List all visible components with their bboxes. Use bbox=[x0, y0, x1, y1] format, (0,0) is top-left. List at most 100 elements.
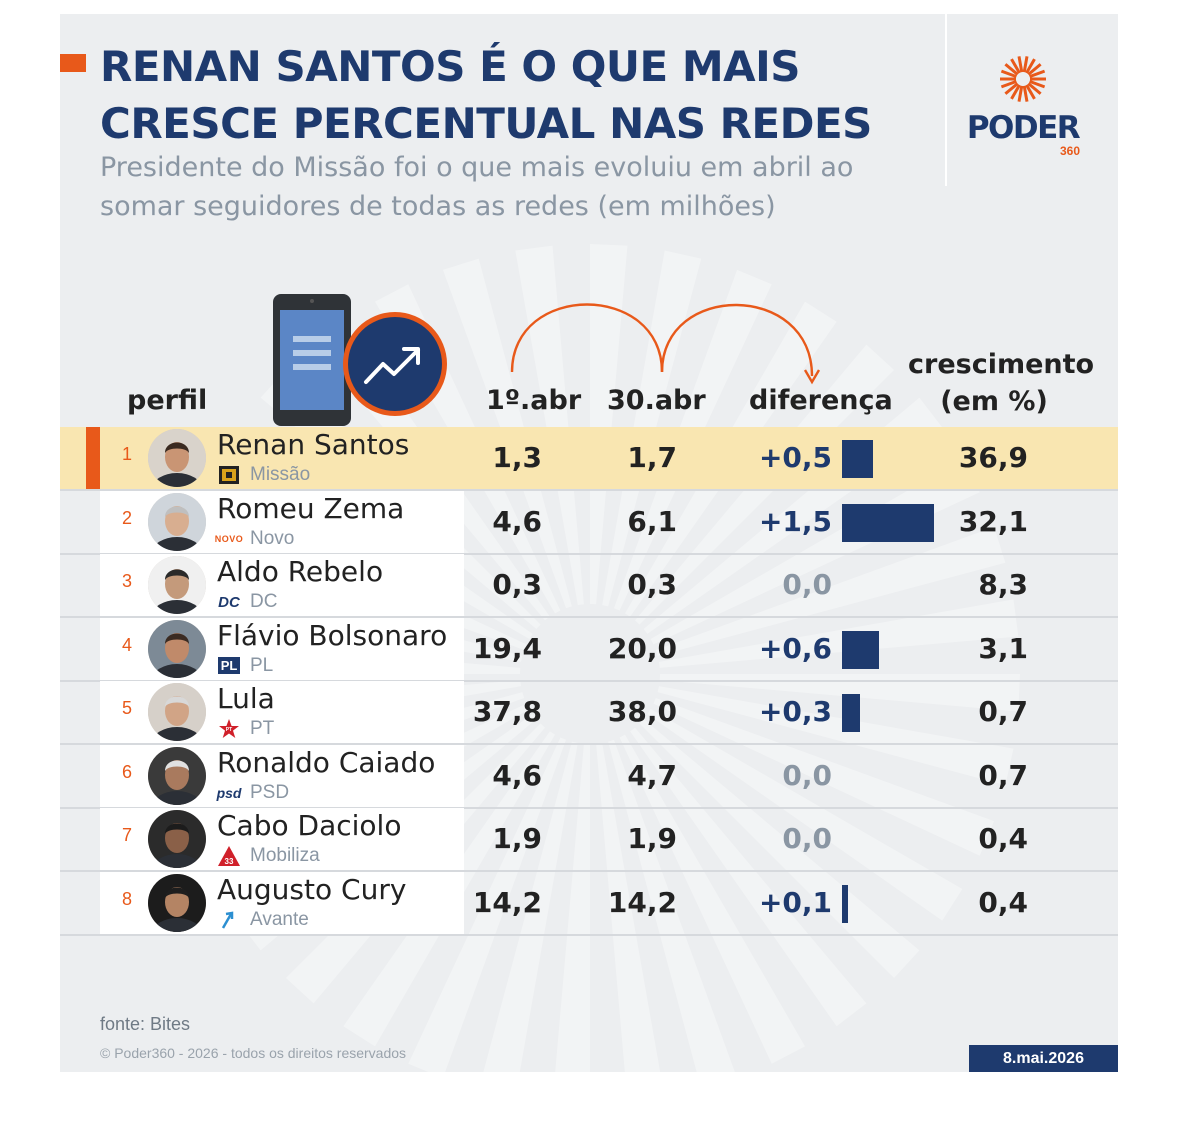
party-info: Avante bbox=[217, 909, 309, 931]
followers-end: 38,0 bbox=[607, 695, 677, 728]
table-row[interactable]: 6 Ronaldo Caiado psd PSD 4,6 4,7 0,0 0,7 bbox=[60, 744, 1118, 809]
rank-number: 4 bbox=[121, 634, 132, 655]
party-name: Novo bbox=[250, 527, 295, 549]
table-row[interactable]: 3 Aldo Rebelo DC DC 0,3 0,3 0,0 8,3 bbox=[60, 554, 1118, 618]
followers-difference: +0,3 bbox=[758, 695, 832, 728]
title-accent-mark bbox=[60, 54, 86, 72]
followers-start: 4,6 bbox=[492, 504, 542, 538]
difference-bar bbox=[842, 440, 873, 478]
candidate-name: Renan Santos bbox=[217, 428, 410, 461]
logo-ray bbox=[1027, 82, 1042, 95]
growth-percent: 3,1 bbox=[978, 631, 1028, 665]
page-title: RENAN SANTOS É O QUE MAIS CRESCE PERCENT… bbox=[100, 42, 872, 148]
curved-arrow-icon bbox=[510, 303, 821, 385]
smartphone-trend-illustration bbox=[273, 294, 447, 426]
dc-logo-icon: DC bbox=[218, 593, 240, 611]
infographic-card: RENAN SANTOS É O QUE MAIS CRESCE PERCENT… bbox=[60, 14, 1118, 1072]
novo-logo-icon: NOVO bbox=[214, 533, 244, 544]
candidate-name: Augusto Cury bbox=[217, 872, 407, 906]
difference-bar bbox=[842, 884, 849, 923]
table-row[interactable]: 5 Lula PT PT 37,8 38,0 +0,3 0,7 bbox=[60, 681, 1118, 745]
rank-number: 6 bbox=[121, 761, 132, 782]
party-name: PL bbox=[250, 654, 274, 676]
sunburst-ray bbox=[639, 718, 920, 979]
copyright-note: © Poder360 - 2026 - todos os direitos re… bbox=[100, 1045, 407, 1061]
sunburst-ray bbox=[590, 244, 628, 605]
difference-bar bbox=[842, 630, 879, 669]
growth-percent: 0,4 bbox=[978, 822, 1028, 855]
followers-difference: +0,5 bbox=[758, 441, 832, 474]
rank-number: 5 bbox=[121, 698, 132, 718]
followers-difference: +1,5 bbox=[758, 504, 832, 538]
difference-bar bbox=[842, 694, 861, 732]
logo-ray bbox=[1017, 56, 1024, 73]
logo-ray bbox=[1029, 69, 1046, 79]
avatar bbox=[148, 492, 206, 551]
candidate-name: Lula bbox=[217, 682, 275, 715]
column-header-end: 30.abr bbox=[607, 385, 706, 416]
table-row[interactable]: 1 Renan Santos Missão 1,3 1,7 +0,5 36,9 bbox=[60, 427, 1118, 491]
page-subtitle: Presidente do Missão foi o que mais evol… bbox=[100, 152, 854, 222]
followers-difference: 0,0 bbox=[782, 568, 832, 601]
pl-logo-icon: PL bbox=[217, 656, 241, 676]
poder360-logo: PODER 360 bbox=[966, 54, 1086, 164]
followers-end: 14,2 bbox=[607, 885, 677, 919]
party-info: PL PL bbox=[217, 655, 273, 677]
party-name: PSD bbox=[250, 781, 290, 803]
followers-end: 20,0 bbox=[607, 631, 677, 665]
party-info: DC DC bbox=[217, 591, 277, 613]
sunburst-ray bbox=[608, 739, 735, 1072]
smartphone-icon bbox=[273, 294, 351, 426]
table-row[interactable]: 8 Augusto Cury Avante 14,2 14,2 +0,1 0,4 bbox=[60, 871, 1118, 936]
followers-end: 6,1 bbox=[627, 504, 677, 538]
followers-start: 37,8 bbox=[472, 695, 542, 728]
table-row[interactable]: 2 Romeu Zema NOVO Novo 4,6 6,1 +1,5 32,1 bbox=[60, 490, 1118, 555]
candidate-name: Cabo Daciolo bbox=[217, 809, 402, 842]
followers-end: 1,7 bbox=[627, 441, 677, 474]
pt-star-icon: PT bbox=[217, 719, 241, 739]
logo-ray bbox=[1025, 58, 1036, 74]
svg-text:33: 33 bbox=[225, 857, 234, 866]
sunburst-ray bbox=[619, 734, 805, 1064]
avatar bbox=[148, 746, 206, 805]
logo-ray bbox=[1022, 56, 1029, 73]
candidate-name: Flávio Bolsonaro bbox=[217, 618, 448, 652]
growth-percent: 8,3 bbox=[978, 568, 1028, 601]
sunburst-ray bbox=[596, 742, 661, 1072]
followers-end: 0,3 bbox=[627, 568, 677, 601]
logo-wordmark: PODER bbox=[966, 110, 1081, 146]
followers-end: 4,7 bbox=[627, 758, 677, 792]
party-info: 33 Mobiliza bbox=[217, 845, 320, 867]
table-row[interactable]: 4 Flávio Bolsonaro PL PL 19,4 20,0 +0,6 3,1 bbox=[60, 617, 1118, 682]
growth-percent: 0,7 bbox=[978, 758, 1028, 792]
avatar bbox=[148, 683, 206, 741]
growth-percent: 32,1 bbox=[958, 504, 1028, 538]
avatar bbox=[148, 619, 206, 678]
followers-start: 1,3 bbox=[492, 441, 542, 474]
sunburst-logo-icon bbox=[1000, 56, 1046, 102]
difference-bar bbox=[842, 503, 934, 542]
followers-start: 0,3 bbox=[492, 568, 542, 601]
logo-ray bbox=[1022, 85, 1029, 102]
logo-ray bbox=[1027, 63, 1042, 76]
sunburst-ray bbox=[657, 686, 1014, 786]
party-name: Mobiliza bbox=[250, 845, 320, 866]
svg-text:PT: PT bbox=[226, 727, 232, 733]
column-header-profile: perfil bbox=[127, 385, 208, 416]
avatar bbox=[148, 556, 206, 614]
followers-start: 19,4 bbox=[472, 631, 542, 665]
party-info: psd PSD bbox=[217, 781, 290, 804]
table-row[interactable]: 7 Cabo Daciolo 33 Mobiliza 1,9 1,9 0,0 0,4 bbox=[60, 808, 1118, 872]
sunburst-ray bbox=[659, 674, 1020, 712]
logo-ray bbox=[1025, 84, 1036, 100]
mobiliza-logo-icon: 33 bbox=[217, 846, 241, 866]
followers-difference: 0,0 bbox=[782, 822, 832, 855]
source-note: fonte: Bites bbox=[100, 1014, 191, 1034]
logo-ray bbox=[1017, 85, 1024, 102]
sunburst-ray bbox=[655, 526, 1006, 656]
logo-ray bbox=[1010, 84, 1021, 100]
party-name: DC bbox=[250, 591, 278, 612]
rank-number: 2 bbox=[121, 507, 132, 528]
column-header-growth-line2: (em %) bbox=[940, 386, 1048, 417]
growth-percent: 0,7 bbox=[978, 695, 1028, 728]
